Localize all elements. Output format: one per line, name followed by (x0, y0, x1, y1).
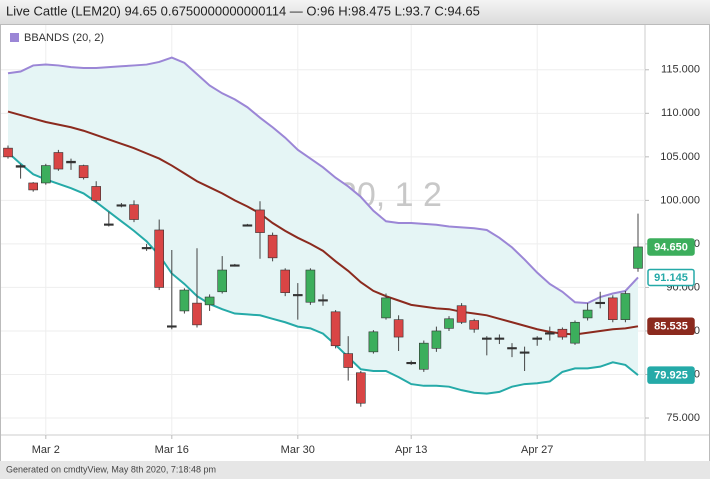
price-marker (647, 238, 695, 256)
price-marker-label: 91.145 (654, 272, 688, 284)
candle-body (204, 296, 215, 306)
x-tick-label: Mar 30 (281, 444, 315, 456)
legend-swatch (10, 33, 19, 42)
candle-body (570, 321, 580, 344)
candle-body (217, 269, 227, 293)
band-upper (7, 56, 639, 305)
candle-body (242, 224, 253, 227)
legend-label: BBANDS (20, 2) (24, 32, 104, 44)
candle-body (330, 311, 341, 347)
band-fill (8, 57, 638, 394)
y-tick-label: 75.000 (666, 412, 700, 424)
x-tick-label: Apr 27 (521, 444, 553, 456)
candle-body (116, 204, 127, 207)
candle-body (532, 337, 543, 340)
candle-body (267, 234, 278, 259)
candle-body (355, 372, 366, 404)
candle-body (607, 297, 618, 320)
candle-body (406, 362, 417, 365)
candle-body (141, 247, 152, 250)
band-middle (7, 110, 639, 336)
candle-body (431, 330, 442, 349)
candle-body (292, 294, 303, 297)
price-marker-label: 85.535 (654, 321, 688, 333)
band-lower (7, 151, 639, 395)
candle-body (444, 318, 454, 329)
header-bar (0, 0, 710, 24)
footer: Generated on cmdtyView, May 8th 2020, 7:… (6, 464, 216, 474)
candle-body (179, 289, 190, 312)
candle-body (418, 342, 429, 370)
candle-body (595, 301, 606, 305)
candle-body (507, 347, 517, 350)
candle-body (557, 328, 568, 338)
candle-body (582, 309, 593, 319)
candle-body (469, 320, 480, 330)
x-tick-label: Apr 13 (395, 444, 427, 456)
price-marker (647, 317, 695, 336)
candle-body (154, 229, 164, 288)
candle-body (129, 204, 139, 220)
chart-title: Live Cattle (LEM20) 94.65 0.675000000000… (6, 3, 480, 18)
candle-body (167, 325, 177, 328)
candle-body (343, 353, 354, 368)
candle-body (494, 337, 505, 340)
price-marker-label: 94.650 (654, 241, 688, 253)
candle-body (519, 351, 530, 354)
y-tick-label: 100.000 (660, 194, 700, 206)
candle-body (192, 302, 202, 326)
x-tick-label: Mar 16 (155, 444, 189, 456)
candle-body (456, 305, 467, 323)
candle-body (91, 186, 101, 201)
candle-body (66, 160, 76, 164)
candle-body (368, 331, 379, 353)
x-tick-label: Mar 2 (32, 444, 60, 456)
candle-body (15, 165, 26, 168)
candle-body (230, 264, 240, 267)
y-tick-label: 110.000 (661, 107, 700, 119)
candle-body (620, 293, 631, 320)
candle-body (393, 319, 404, 338)
candle-body (481, 337, 492, 340)
candle-body (78, 165, 89, 179)
candle-body (40, 165, 51, 184)
candle-body (305, 269, 316, 303)
candle-body (255, 209, 265, 233)
candle-body (104, 223, 114, 226)
candle-body (53, 152, 64, 170)
candle-body (280, 269, 291, 293)
price-marker (647, 268, 695, 287)
y-tick-label: 105.000 (660, 151, 700, 163)
candle-body (544, 332, 555, 335)
price-marker-label: 79.925 (654, 370, 688, 382)
candle-body (28, 182, 39, 191)
candle-body (3, 147, 13, 158)
candle-body (381, 297, 391, 319)
price-marker (647, 366, 695, 384)
plot (3, 56, 643, 407)
candle-body (318, 299, 328, 302)
footer-bar (0, 461, 710, 479)
y-tick-label: 115.000 (661, 64, 700, 76)
candle-body (633, 246, 643, 269)
